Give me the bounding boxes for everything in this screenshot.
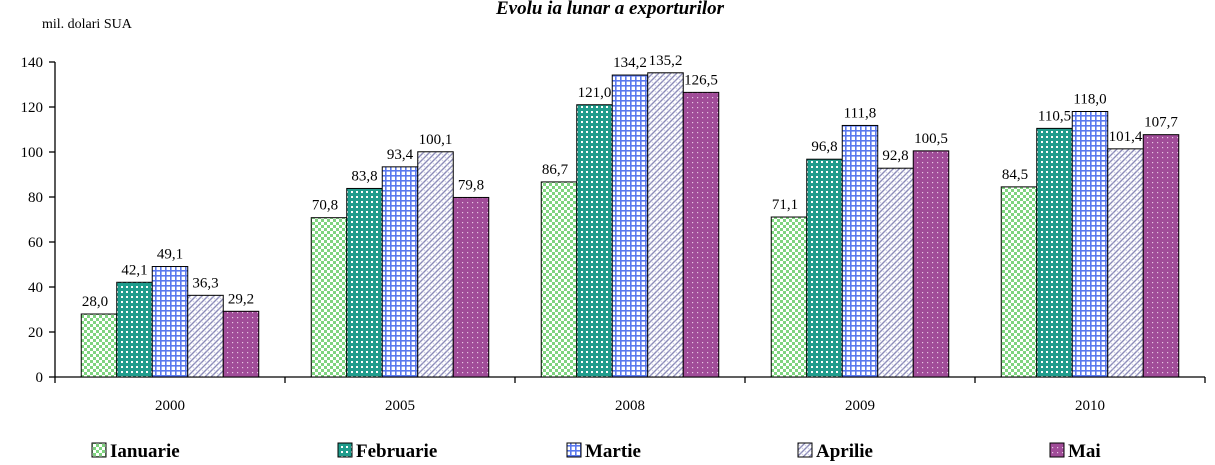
y-tick-label: 0: [36, 370, 44, 386]
legend-label: Martie: [585, 441, 641, 462]
data-label: 107,7: [1144, 115, 1178, 131]
data-label: 42,1: [121, 262, 147, 278]
y-tick-label: 20: [28, 325, 43, 341]
data-label: 111,8: [844, 105, 877, 121]
bar: [1107, 148, 1144, 378]
legend: Ianuarie Februarie Martie Aprilie Mai: [91, 441, 1101, 462]
bar: [912, 150, 950, 378]
data-label: 118,0: [1073, 92, 1106, 108]
data-label: 121,0: [578, 85, 612, 101]
bar: [576, 104, 613, 378]
y-tick-label: 60: [28, 235, 43, 251]
data-labels: 28,0 42,1 49,1 36,3 29,2 70,8 83,8 93,4 100,1 79,…: [82, 53, 1179, 310]
data-label: 36,3: [192, 275, 218, 291]
bar: [806, 158, 843, 378]
bar: [346, 187, 383, 378]
bar: [770, 216, 808, 378]
y-tick-label: 40: [28, 280, 43, 296]
data-label: 93,4: [387, 147, 414, 163]
x-tick-label: 2010: [1075, 398, 1105, 414]
legend-swatch: [337, 442, 353, 458]
x-tick-label: 2009: [845, 398, 875, 414]
legend-item: Martie: [566, 441, 641, 462]
bar: [1036, 127, 1073, 378]
y-tick-label: 140: [21, 55, 44, 71]
bar: [877, 167, 914, 378]
y-tick-label: 100: [21, 145, 44, 161]
y-axis-unit-label: mil. dolari SUA: [42, 17, 133, 32]
bar: [222, 310, 260, 378]
data-label: 28,0: [82, 294, 108, 310]
data-label: 110,5: [1038, 108, 1071, 124]
data-label: 101,4: [1109, 129, 1143, 145]
data-label: 49,1: [157, 247, 183, 263]
y-tick-label: 80: [28, 190, 43, 206]
legend-item: Februarie: [337, 441, 437, 462]
x-axis: 2000 2005 2008 2009 2010: [54, 376, 1206, 414]
data-label: 71,1: [772, 197, 798, 213]
legend-item: Aprilie: [797, 441, 873, 462]
data-label: 29,2: [228, 291, 254, 307]
data-label: 70,8: [312, 198, 338, 214]
legend-label: Ianuarie: [110, 441, 180, 462]
data-label: 92,8: [882, 148, 908, 164]
legend-swatch: [91, 442, 107, 458]
data-label: 126,5: [684, 72, 718, 88]
legend-label: Mai: [1068, 441, 1101, 462]
bars: [80, 72, 1180, 378]
bar: [151, 266, 189, 378]
x-tick-label: 2008: [615, 398, 645, 414]
bar: [452, 196, 490, 378]
bar: [80, 313, 118, 378]
data-label: 84,5: [1002, 167, 1028, 183]
chart-title: Evolu ia lunar a exporturilor: [495, 0, 725, 19]
bar: [116, 281, 153, 378]
bar: [647, 72, 684, 378]
bar: [310, 217, 348, 378]
bar: [1071, 111, 1109, 378]
legend-swatch: [566, 442, 582, 458]
bar: [187, 294, 224, 378]
y-tick-label: 120: [21, 100, 44, 116]
legend-swatch: [1049, 442, 1065, 458]
bar: [417, 151, 454, 378]
bar: [841, 124, 879, 378]
data-label: 86,7: [542, 162, 569, 178]
legend-swatch: [797, 442, 813, 458]
legend-label: Februarie: [356, 441, 437, 462]
bar: [682, 91, 720, 378]
legend-item: Mai: [1049, 441, 1101, 462]
bar: [611, 74, 649, 378]
x-tick-label: 2005: [385, 398, 415, 414]
data-label: 79,8: [458, 177, 484, 193]
bar: [540, 181, 578, 378]
data-label: 96,8: [811, 139, 837, 155]
data-label: 135,2: [649, 53, 683, 69]
bar: [1000, 186, 1038, 378]
legend-item: Ianuarie: [91, 441, 180, 462]
data-label: 100,1: [419, 132, 453, 148]
y-axis: 0 20 40 60 80 100 120 140: [21, 55, 56, 386]
bar: [1142, 134, 1180, 378]
bar: [381, 166, 419, 378]
data-label: 134,2: [613, 55, 647, 71]
legend-label: Aprilie: [816, 441, 873, 462]
x-tick-label: 2000: [155, 398, 185, 414]
data-label: 83,8: [351, 168, 377, 184]
data-label: 100,5: [914, 131, 948, 147]
